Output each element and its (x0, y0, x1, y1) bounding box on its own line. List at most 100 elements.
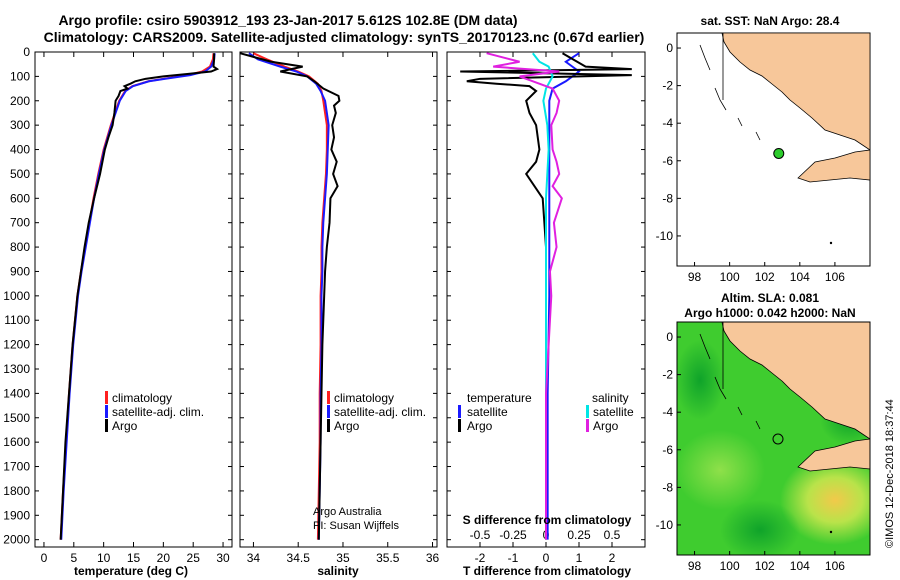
title-line-2: Climatology: CARS2009. Satellite-adjuste… (44, 29, 645, 45)
lat-tick-label: -6 (662, 443, 673, 457)
x-tick-label: 1 (576, 551, 583, 565)
depth-tick-label: 1300 (3, 362, 30, 376)
depth-tick-label: 900 (10, 264, 30, 278)
small-island (829, 241, 833, 245)
lat-tick-label: -10 (656, 229, 674, 243)
lat-tick-label: -8 (662, 480, 673, 494)
x-tick-label: 30 (216, 551, 230, 565)
series-line-climatology (253, 52, 328, 540)
map-top-title: sat. SST: NaN Argo: 28.4 (701, 14, 840, 28)
sumatra-land (721, 322, 870, 440)
legend-swatch-satellite (105, 405, 108, 418)
x-tick-label: -1 (508, 551, 519, 565)
map-bottom-frame (676, 321, 871, 556)
lon-tick-label: 104 (790, 559, 810, 573)
lon-tick-label: 106 (825, 270, 845, 284)
temperature-xlabel: temperature (deg C) (74, 564, 188, 578)
map-top: 98 100 102 104 106 0 -2 -4 -6 -8 -10 (656, 32, 871, 284)
legend-label-satellite: satellite-adj. clim. (334, 405, 426, 419)
legend-title-temperature: temperature (467, 391, 532, 405)
x-tick-label: -2 (475, 551, 486, 565)
series-line-satellite-adj-clim- (60, 53, 216, 540)
depth-tick-label: 600 (10, 191, 30, 205)
sumatra-land (721, 32, 871, 151)
temperature-plot: 0 5 10 15 20 25 30 (41, 52, 230, 565)
series-line-climatology (59, 53, 215, 540)
lon-tick-label: 102 (755, 559, 775, 573)
lon-tick-label: 102 (755, 270, 775, 284)
depth-tick-label: 1400 (3, 386, 30, 400)
series-line-s-argo (486, 52, 563, 540)
lat-tick-label: -2 (662, 368, 673, 382)
depth-tick-label: 1200 (3, 338, 30, 352)
series-line-t-argo (460, 52, 632, 540)
legend-swatch-climatology (327, 391, 330, 404)
x-tick-label: 0 (41, 551, 48, 565)
depth-tick-label: 300 (10, 118, 30, 132)
map-bottom (677, 322, 870, 555)
x-tick-label: 20 (157, 551, 171, 565)
legend-swatch-climatology (105, 391, 108, 404)
watermark: ©IMOS 12-Dec-2018 18:37:44 (884, 399, 896, 548)
depth-tick-label: 1100 (4, 313, 30, 327)
difference-legend: temperature satellite Argo salinity sate… (458, 391, 634, 433)
x-tick-label: 0 (543, 551, 550, 565)
lon-tick-label: 100 (720, 270, 740, 284)
legend-label-s-satellite: satellite (593, 405, 634, 419)
s-tick-label: 0.5 (604, 528, 621, 542)
annotation-pi: PI: Susan Wijffels (313, 520, 399, 532)
x-tick-label: 15 (127, 551, 141, 565)
s-tick-label: -0.25 (499, 528, 527, 542)
lat-tick-label: -6 (662, 154, 673, 168)
legend-label-t-argo: Argo (467, 419, 493, 433)
depth-tick-label: 1500 (3, 411, 30, 425)
lon-tick-label: 98 (688, 270, 702, 284)
salinity-xlabel: salinity (317, 564, 359, 578)
legend-swatch-satellite (327, 405, 330, 418)
depth-tick-label: 1000 (3, 289, 30, 303)
x-tick-label: 2 (609, 551, 616, 565)
sla-high-patch (780, 455, 870, 545)
x-tick-label: 10 (97, 551, 111, 565)
depth-tick-label: 1800 (3, 484, 30, 498)
lon-tick-label: 104 (790, 270, 810, 284)
map-top-axes: 98 100 102 104 106 0 -2 -4 -6 -8 -10 (656, 41, 846, 284)
depth-tick-label: 0 (23, 45, 30, 59)
legend-swatch-s-satellite (586, 405, 589, 418)
depth-tick-label: 100 (10, 69, 30, 83)
small-island (829, 530, 833, 534)
series-line-argo (239, 52, 341, 540)
salinity-legend: climatology satellite-adj. clim. Argo Ar… (313, 391, 426, 532)
depth-tick-label: 800 (10, 240, 30, 254)
annotation-argo-australia: Argo Australia (313, 506, 382, 518)
depth-tick-label: 500 (10, 167, 30, 181)
depth-tick-label: 1600 (3, 435, 30, 449)
depth-tick-label: 1700 (3, 460, 30, 474)
java-land (797, 149, 871, 183)
legend-swatch-t-satellite (458, 405, 461, 418)
depth-tick-label: 2000 (3, 533, 30, 547)
x-tick-label: 25 (187, 551, 201, 565)
s-tick-label: 0.25 (567, 528, 591, 542)
x-tick-label: 34 (247, 551, 261, 565)
map-bottom-title-2: Argo h1000: 0.042 h2000: NaN (684, 306, 855, 320)
s-difference-label: S difference from climatology (463, 513, 632, 527)
lat-tick-label: -2 (662, 79, 673, 93)
sla-low-patch (720, 500, 800, 555)
legend-label-argo: Argo (112, 419, 138, 433)
legend-swatch-argo (105, 419, 108, 432)
lon-tick-label: 100 (720, 559, 740, 573)
x-tick-label: 36 (426, 551, 440, 565)
lat-tick-label: -4 (662, 405, 673, 419)
island-chain (699, 44, 761, 141)
island-chain (699, 333, 761, 430)
difference-plot: -2 -1 0 1 2-0.5 -0.25 0 0.25 0.5 (460, 52, 632, 565)
depth-tick-label: 200 (10, 94, 30, 108)
legend-label-argo: Argo (334, 419, 360, 433)
depth-tick-label: 400 (10, 143, 30, 157)
legend-label-climatology: climatology (112, 391, 172, 405)
map-bottom-axes: 98 100 102 104 106 0 -2 -4 -6 -8 -10 (656, 330, 846, 573)
x-tick-label: 35 (336, 551, 350, 565)
legend-swatch-t-argo (458, 419, 461, 432)
